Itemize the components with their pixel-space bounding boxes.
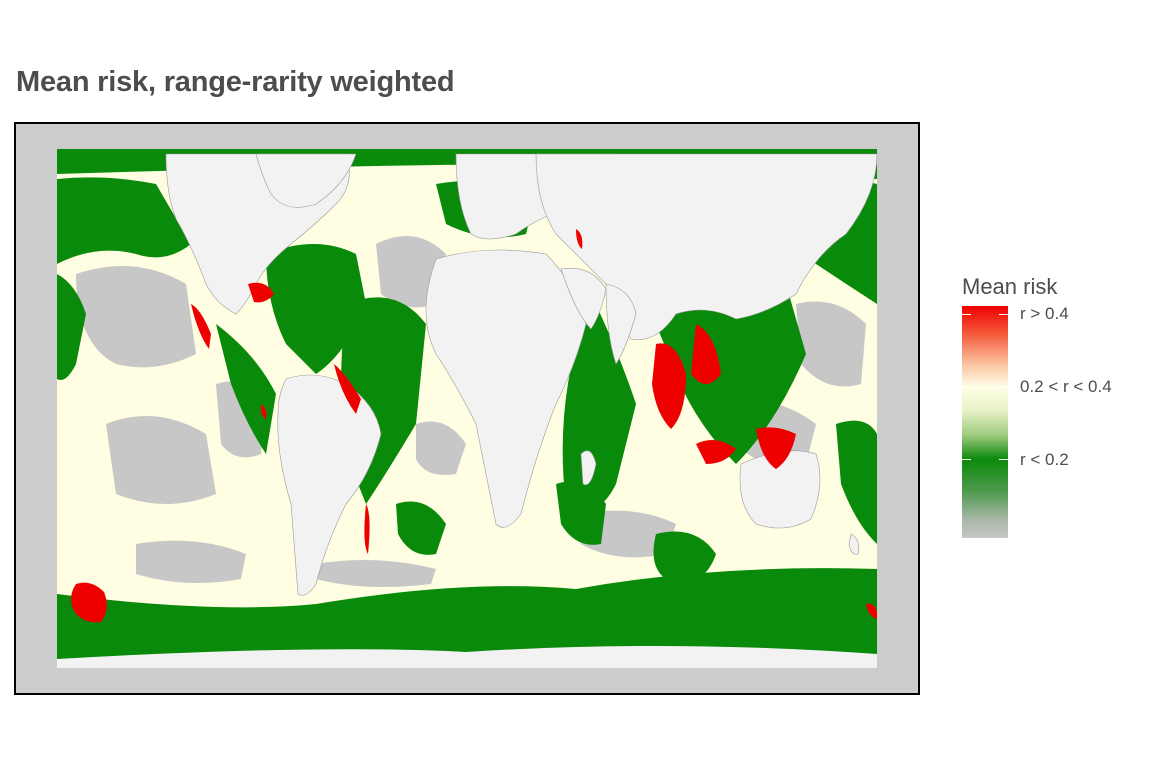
legend-tick-low-right: [999, 459, 1008, 460]
high-risk-areas: [71, 229, 877, 623]
southern-ocean-low-risk: [57, 568, 877, 668]
legend-tick-high-right: [999, 314, 1008, 315]
legend-label-high: r > 0.4: [1020, 304, 1069, 323]
continents: [165, 153, 878, 596]
plot-title: Mean risk, range-rarity weighted: [16, 66, 455, 98]
legend-label-low: r < 0.2: [1020, 450, 1069, 469]
legend-color-bar: [962, 306, 1008, 538]
legend-tick-low-left: [962, 459, 971, 460]
legend-tick-mid-left: [962, 386, 971, 387]
legend-tick-high-left: [962, 314, 971, 315]
world-map: [57, 149, 878, 668]
map-panel: [14, 122, 920, 695]
legend-title: Mean risk: [962, 274, 1058, 299]
legend-tick-mid-right: [999, 386, 1008, 387]
antarctica-land: [57, 645, 877, 668]
no-data-areas: [76, 236, 866, 588]
legend-label-mid: 0.2 < r < 0.4: [1020, 377, 1112, 396]
